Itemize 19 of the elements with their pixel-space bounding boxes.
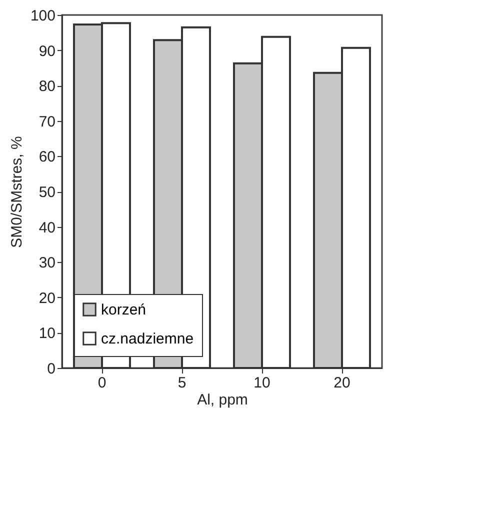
legend-label: korzeń xyxy=(101,302,146,318)
y-tick-label: 70 xyxy=(38,113,56,130)
y-tick-label: 20 xyxy=(38,290,56,307)
x-tick-label: 5 xyxy=(178,374,186,392)
x-tick-label: 10 xyxy=(254,374,270,392)
y-tick-label: 100 xyxy=(30,8,56,24)
y-tick-label: 10 xyxy=(38,325,56,342)
legend-label: cz.nadziemne xyxy=(101,330,194,348)
y-tick-label: 40 xyxy=(38,219,56,236)
y-tick-label: 90 xyxy=(38,42,56,60)
y-tick-label: 0 xyxy=(47,360,56,378)
y-axis-title: SM0/SMstres, % xyxy=(8,136,26,248)
y-tick-label: 60 xyxy=(38,148,56,166)
y-tick-label: 80 xyxy=(38,78,56,96)
x-tick-label: 20 xyxy=(334,374,350,392)
y-tick-label: 50 xyxy=(38,184,56,201)
x-tick-label: 0 xyxy=(98,374,106,392)
x-axis-title: Al, ppm xyxy=(197,392,248,408)
y-tick-label: 30 xyxy=(38,254,56,272)
